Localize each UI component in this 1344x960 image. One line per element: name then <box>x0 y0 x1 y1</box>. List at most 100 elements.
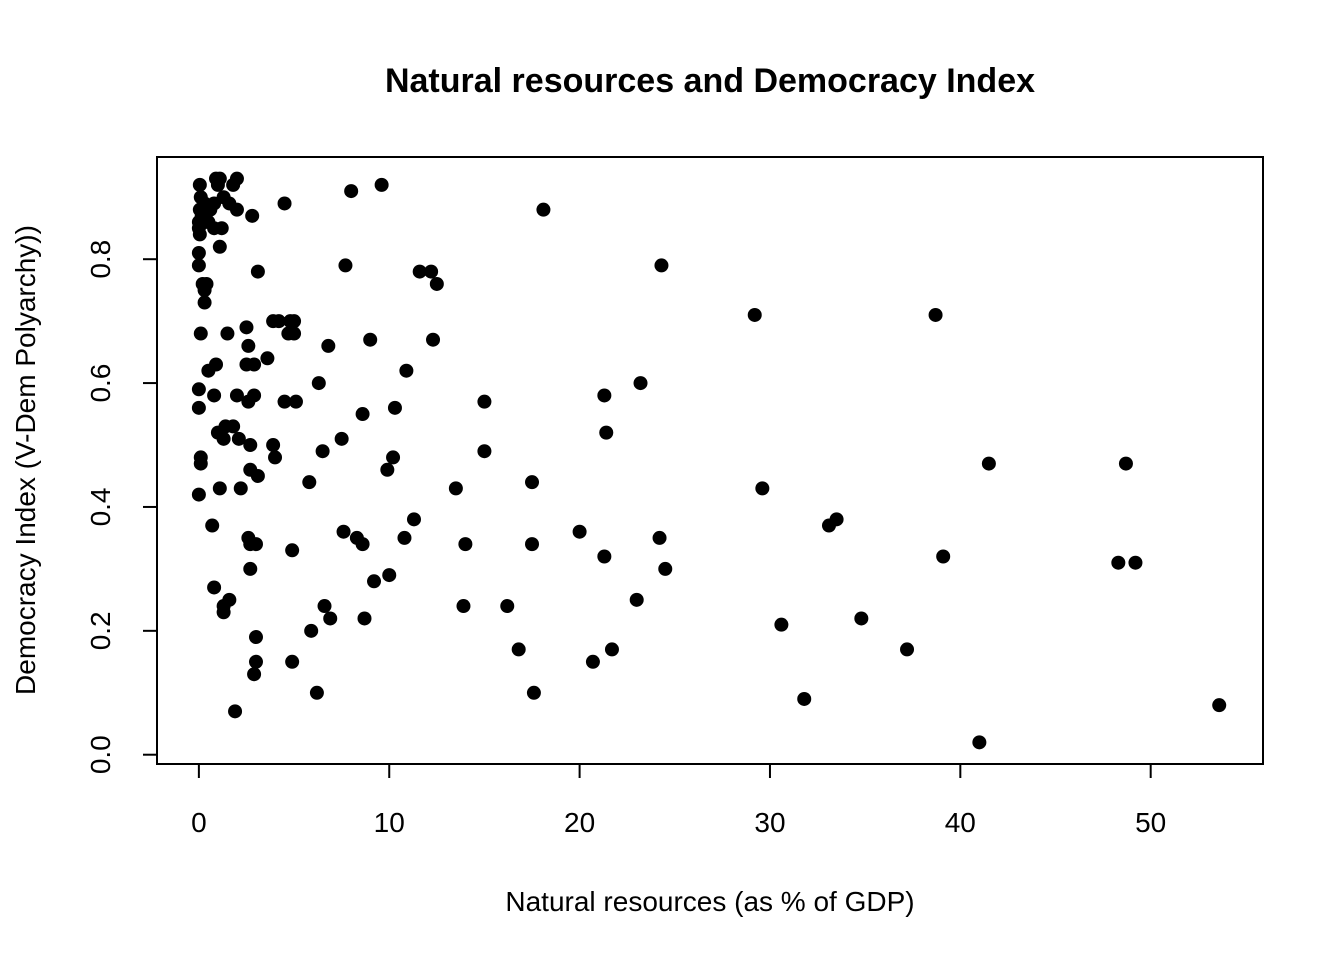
data-point <box>536 202 551 217</box>
data-point <box>374 177 389 192</box>
data-point <box>336 524 351 539</box>
data-point <box>597 549 612 564</box>
data-point <box>191 246 206 261</box>
data-point <box>207 221 222 236</box>
data-point <box>511 642 526 657</box>
data-point <box>380 462 395 477</box>
data-point <box>193 326 208 341</box>
data-point <box>193 456 208 471</box>
data-point <box>525 537 540 552</box>
data-point <box>412 264 427 279</box>
data-point <box>355 537 370 552</box>
data-point <box>271 314 286 329</box>
y-axis-label: Democracy Index (V-Dem Polyarchy)) <box>10 225 41 695</box>
data-point <box>972 735 987 750</box>
data-point <box>247 667 262 682</box>
data-point <box>191 382 206 397</box>
data-point <box>277 196 292 211</box>
data-point <box>191 400 206 415</box>
data-point <box>747 307 762 322</box>
data-point <box>192 227 207 242</box>
data-point <box>334 431 349 446</box>
y-tick-label: 0.2 <box>85 611 116 650</box>
data-point <box>654 258 669 273</box>
x-axis-label: Natural resources (as % of GDP) <box>505 886 914 917</box>
y-tick-label: 0.6 <box>85 364 116 403</box>
data-point <box>248 630 263 645</box>
data-point <box>247 357 262 372</box>
data-point <box>363 332 378 347</box>
data-point <box>424 264 439 279</box>
data-point <box>212 171 227 186</box>
data-point <box>201 363 216 378</box>
data-point <box>585 654 600 669</box>
data-point <box>205 518 220 533</box>
x-axis: 0 10 20 30 40 50 <box>191 763 1166 838</box>
data-point <box>260 351 275 366</box>
data-point <box>233 481 248 496</box>
data-point <box>243 561 258 576</box>
data-point <box>216 605 231 620</box>
data-point <box>477 394 492 409</box>
data-point <box>797 691 812 706</box>
data-point <box>500 599 515 614</box>
data-point <box>212 239 227 254</box>
data-point <box>287 326 302 341</box>
data-point <box>1128 555 1143 570</box>
data-point <box>900 642 915 657</box>
data-point <box>387 400 402 415</box>
data-point <box>287 314 302 329</box>
data-point <box>250 468 265 483</box>
data-point <box>228 704 243 719</box>
data-point <box>239 320 254 335</box>
data-point <box>191 487 206 502</box>
data-point <box>936 549 951 564</box>
data-point <box>321 338 336 353</box>
data-point <box>382 568 397 583</box>
data-point <box>311 376 326 391</box>
data-point <box>448 481 463 496</box>
data-point <box>386 450 401 465</box>
data-point <box>355 407 370 422</box>
data-point <box>981 456 996 471</box>
data-point <box>317 599 332 614</box>
data-point <box>245 208 260 223</box>
data-point <box>323 611 338 626</box>
data-point <box>241 338 256 353</box>
data-point <box>226 419 241 434</box>
data-point <box>207 580 222 595</box>
y-tick-label: 0.4 <box>85 487 116 526</box>
data-point <box>928 307 943 322</box>
data-point <box>285 654 300 669</box>
data-point <box>458 537 473 552</box>
data-point <box>572 524 587 539</box>
data-point <box>302 475 317 490</box>
x-tick-label: 0 <box>191 807 207 838</box>
data-point <box>597 388 612 403</box>
x-tick-label: 20 <box>564 807 595 838</box>
x-tick-label: 30 <box>754 807 785 838</box>
data-point <box>526 685 541 700</box>
data-point <box>315 444 330 459</box>
x-tick-label: 10 <box>374 807 405 838</box>
data-point <box>277 394 292 409</box>
y-tick-label: 0.0 <box>85 735 116 774</box>
x-tick-label: 40 <box>945 807 976 838</box>
data-point <box>285 543 300 558</box>
data-point <box>854 611 869 626</box>
data-point <box>207 388 222 403</box>
data-point <box>197 283 212 298</box>
data-point <box>266 438 281 453</box>
data-point <box>367 574 382 589</box>
data-point <box>633 376 648 391</box>
data-point <box>357 611 372 626</box>
data-point <box>248 654 263 669</box>
y-axis: 0.0 0.2 0.4 0.6 0.8 <box>85 240 158 774</box>
data-points <box>191 171 1227 750</box>
data-point <box>248 537 263 552</box>
data-point <box>652 530 667 545</box>
x-tick-label: 50 <box>1135 807 1166 838</box>
data-point <box>338 258 353 273</box>
data-point <box>191 258 206 273</box>
